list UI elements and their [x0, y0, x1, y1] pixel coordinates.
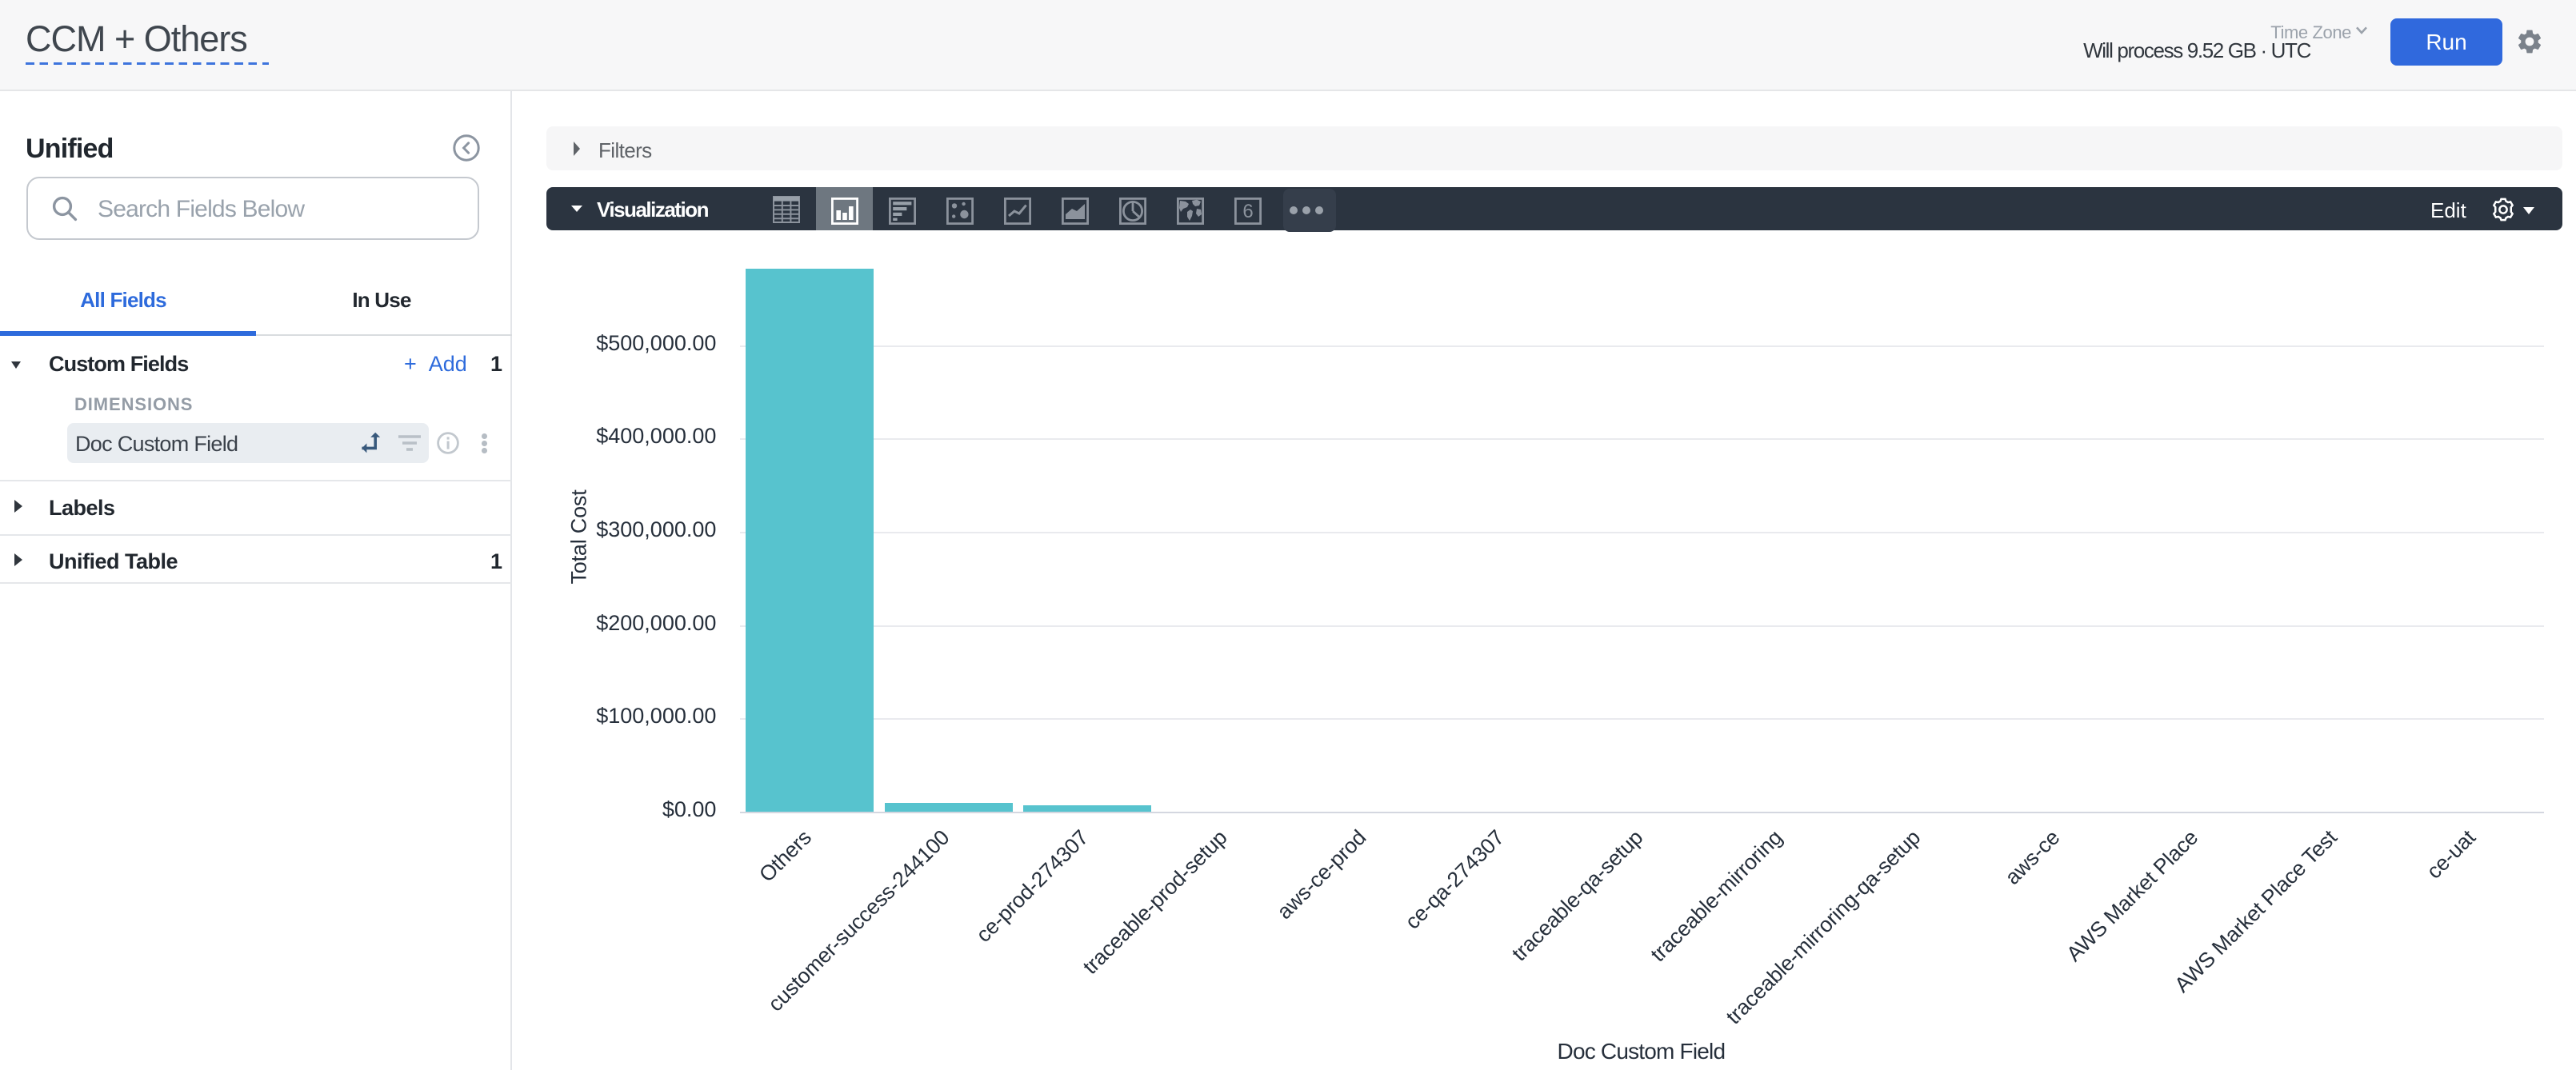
svg-text:6: 6: [1242, 201, 1253, 222]
